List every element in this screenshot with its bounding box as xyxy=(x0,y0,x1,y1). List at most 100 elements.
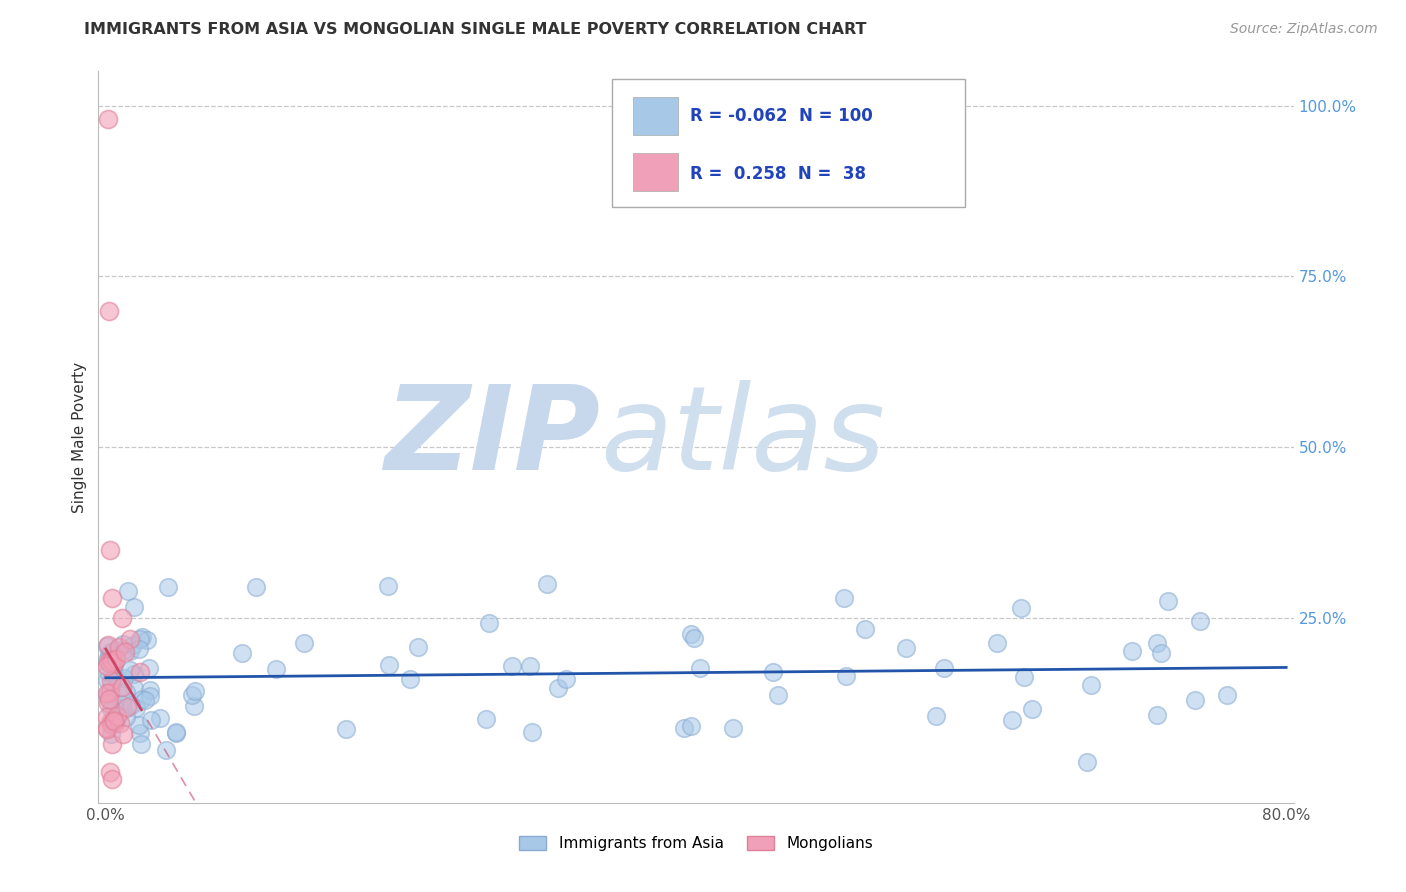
Point xyxy=(835,669,858,683)
Point xyxy=(128,665,150,680)
Point xyxy=(554,672,576,686)
Point xyxy=(118,644,141,658)
Point xyxy=(111,698,134,712)
Point xyxy=(138,661,160,675)
Point xyxy=(231,646,253,660)
Point xyxy=(183,684,205,698)
Point xyxy=(1010,601,1032,615)
Point xyxy=(96,688,118,702)
Point xyxy=(111,680,134,694)
Point xyxy=(110,681,132,695)
Point xyxy=(139,683,162,698)
Point xyxy=(115,700,138,714)
Point xyxy=(96,653,118,667)
Point xyxy=(1021,702,1043,716)
Point xyxy=(165,726,187,740)
Point xyxy=(519,659,541,673)
Point xyxy=(100,673,122,688)
Point xyxy=(114,645,136,659)
Point xyxy=(136,632,159,647)
Point xyxy=(112,727,135,741)
Point xyxy=(673,721,696,735)
Point xyxy=(103,656,125,670)
Point xyxy=(853,622,876,636)
Point xyxy=(96,659,118,673)
Point xyxy=(475,712,498,726)
Point xyxy=(547,681,569,696)
Point xyxy=(134,693,156,707)
Point xyxy=(683,631,706,645)
Text: Source: ZipAtlas.com: Source: ZipAtlas.com xyxy=(1230,22,1378,37)
Point xyxy=(122,681,145,695)
Point xyxy=(1215,688,1237,702)
Point xyxy=(1121,644,1143,658)
Point xyxy=(100,717,122,731)
Point xyxy=(103,713,125,727)
Y-axis label: Single Male Poverty: Single Male Poverty xyxy=(72,361,87,513)
Point xyxy=(377,579,399,593)
Point xyxy=(104,699,127,714)
Text: R = -0.062  N = 100: R = -0.062 N = 100 xyxy=(690,107,873,125)
Point xyxy=(108,716,131,731)
Point xyxy=(100,651,122,665)
Point xyxy=(1080,678,1102,692)
Point xyxy=(97,696,120,710)
Point xyxy=(131,691,153,706)
Point xyxy=(292,635,315,649)
Point xyxy=(131,630,153,644)
Point xyxy=(96,710,118,724)
Point xyxy=(101,654,124,668)
Point xyxy=(156,580,179,594)
Point xyxy=(98,685,121,699)
FancyBboxPatch shape xyxy=(633,153,678,191)
Point xyxy=(100,702,122,716)
Point xyxy=(128,642,150,657)
Point xyxy=(105,668,128,682)
Point xyxy=(122,667,145,681)
Point xyxy=(96,722,118,736)
FancyBboxPatch shape xyxy=(633,97,678,135)
Point xyxy=(925,708,948,723)
Point xyxy=(100,645,122,659)
Point xyxy=(96,685,118,699)
Point xyxy=(128,718,150,732)
FancyBboxPatch shape xyxy=(613,78,965,207)
Point xyxy=(536,577,558,591)
Point xyxy=(105,709,128,723)
Point xyxy=(1150,646,1173,660)
Point xyxy=(896,641,918,656)
Point xyxy=(105,651,128,665)
Point xyxy=(1146,708,1168,723)
Point xyxy=(689,661,711,675)
Point xyxy=(120,698,142,712)
Point xyxy=(97,638,120,652)
Point xyxy=(118,632,141,646)
Point xyxy=(679,719,702,733)
Point xyxy=(96,721,118,735)
Text: IMMIGRANTS FROM ASIA VS MONGOLIAN SINGLE MALE POVERTY CORRELATION CHART: IMMIGRANTS FROM ASIA VS MONGOLIAN SINGLE… xyxy=(84,22,868,37)
Point xyxy=(335,723,357,737)
Point xyxy=(97,647,120,661)
Point xyxy=(1076,755,1098,769)
Point xyxy=(98,656,121,670)
Point xyxy=(149,711,172,725)
Point xyxy=(408,640,430,655)
Point xyxy=(111,637,134,651)
Point xyxy=(1189,614,1212,628)
Point xyxy=(122,638,145,652)
Point xyxy=(117,583,139,598)
Point xyxy=(679,627,702,641)
Point xyxy=(98,542,121,557)
Point xyxy=(378,657,401,672)
Point xyxy=(762,665,785,679)
Text: atlas: atlas xyxy=(600,380,886,494)
Point xyxy=(98,303,121,318)
Point xyxy=(98,692,121,706)
Point xyxy=(122,599,145,614)
Point xyxy=(118,663,141,677)
Point xyxy=(104,643,127,657)
Point xyxy=(100,727,122,741)
Point xyxy=(100,772,122,786)
Point xyxy=(111,703,134,717)
Point xyxy=(101,678,124,692)
